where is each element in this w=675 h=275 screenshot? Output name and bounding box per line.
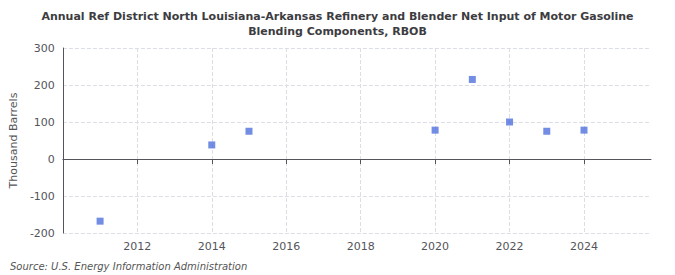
svg-text:2022: 2022 <box>496 240 524 253</box>
svg-text:2018: 2018 <box>347 240 375 253</box>
svg-text:100: 100 <box>34 116 55 129</box>
svg-text:-100: -100 <box>30 190 55 203</box>
svg-text:Blending Components, RBOB: Blending Components, RBOB <box>248 25 427 38</box>
svg-text:200: 200 <box>34 79 55 92</box>
svg-text:300: 300 <box>34 42 55 55</box>
svg-text:2012: 2012 <box>123 240 151 253</box>
svg-text:2016: 2016 <box>272 240 300 253</box>
svg-text:2014: 2014 <box>198 240 226 253</box>
svg-text:-200: -200 <box>30 227 55 240</box>
svg-text:Thousand Barrels: Thousand Barrels <box>7 92 20 189</box>
svg-text:Source: U.S. Energy Informatio: Source: U.S. Energy Information Administ… <box>10 261 247 272</box>
svg-text:Annual Ref District North Loui: Annual Ref District North Louisiana-Arka… <box>41 10 633 23</box>
svg-text:2024: 2024 <box>570 240 598 253</box>
svg-text:2020: 2020 <box>421 240 449 253</box>
svg-text:0: 0 <box>48 153 55 166</box>
